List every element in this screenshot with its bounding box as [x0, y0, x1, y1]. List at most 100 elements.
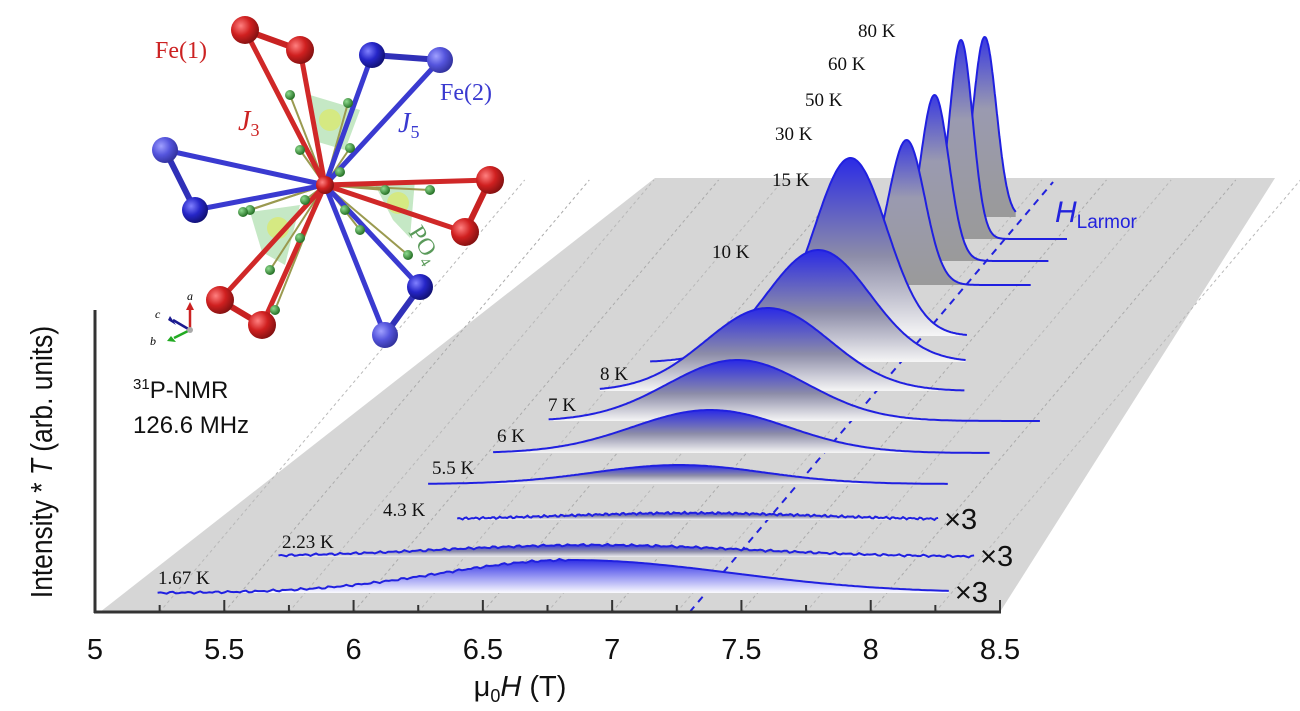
oxygen-atom — [238, 207, 248, 217]
oxygen-atom — [285, 90, 295, 100]
temperature-label: 60 K — [828, 54, 866, 75]
oxygen-atom — [345, 143, 355, 153]
scale-factor-label: ×3 — [980, 541, 1013, 573]
trace-fill — [907, 37, 1016, 217]
oxygen-atom — [425, 185, 435, 195]
grid-line — [741, 179, 1107, 613]
crystal-axes-icon: a c b — [150, 289, 194, 348]
fe1-atom — [248, 311, 276, 339]
larmor-dashed-line — [688, 181, 1054, 613]
temperature-label: 2.23 K — [282, 532, 334, 553]
grid-line — [870, 179, 1237, 613]
x-tick-label: 6.5 — [463, 634, 503, 666]
grid-line — [934, 179, 1300, 613]
temperature-label: 15 K — [772, 170, 810, 191]
oxygen-atom — [300, 195, 310, 205]
phosphorus-atom — [319, 109, 341, 131]
fe1-atom — [476, 166, 504, 194]
j3-label: J3 — [238, 106, 259, 140]
temperature-label: 7 K — [548, 395, 576, 416]
temperature-label: 6 K — [497, 426, 525, 447]
bond — [269, 184, 326, 271]
fe2-label: Fe(2) — [440, 80, 492, 106]
fe1-atom — [286, 36, 314, 64]
x-tick-label: 5 — [87, 634, 103, 666]
oxygen-atom — [265, 265, 275, 275]
central-fe1-atom — [316, 176, 334, 194]
svg-text:a: a — [187, 289, 193, 303]
svg-text:c: c — [155, 307, 161, 321]
j5-exchange-path — [323, 183, 422, 289]
nucleus-annotation: 31P-NMR — [133, 376, 228, 404]
trace-fill — [457, 511, 939, 520]
j3-exchange-path — [324, 182, 466, 235]
trace-fill — [599, 308, 965, 391]
trace-line — [428, 464, 948, 485]
x-axis-label: μ0H (T) — [474, 671, 567, 706]
fe2-atom — [372, 322, 398, 348]
svg-text:b: b — [150, 334, 156, 348]
trace-line — [456, 510, 939, 522]
oxygen-atom — [295, 233, 305, 243]
temperature-label: 30 K — [775, 124, 813, 145]
grid-line — [676, 179, 1043, 613]
frequency-annotation: 126.6 MHz — [133, 412, 249, 439]
x-tick-label: 7.5 — [721, 634, 761, 666]
j3-exchange-path — [242, 28, 328, 187]
j5-exchange-path — [322, 184, 388, 336]
temperature-label: 5.5 K — [432, 458, 475, 479]
fe2-atom — [182, 197, 208, 223]
oxygen-atom — [355, 225, 365, 235]
fe2-atom — [427, 47, 453, 73]
fe2-atom — [359, 42, 385, 68]
oxygen-atom — [270, 305, 280, 315]
fe2-atom — [152, 137, 178, 163]
trace-fill — [831, 95, 1049, 261]
fe1-atom — [451, 218, 479, 246]
temperature-label: 8 K — [600, 364, 628, 385]
x-tick-label: 8.5 — [980, 634, 1020, 666]
grid-line — [288, 179, 655, 613]
trace-line — [278, 542, 975, 559]
j5-exchange-path — [323, 58, 442, 187]
fe2-atom — [407, 274, 433, 300]
j5-exchange-path — [194, 182, 326, 213]
j3-exchange-path — [297, 49, 328, 186]
x-tick-label: 5.5 — [204, 634, 244, 666]
oxygen-atom — [380, 185, 390, 195]
fe1-atom — [206, 286, 234, 314]
temperature-label: 10 K — [712, 242, 750, 263]
grid-line — [353, 179, 719, 613]
trace-line — [157, 557, 949, 595]
j5-exchange-path — [164, 147, 326, 188]
oxygen-atom — [403, 250, 413, 260]
grid-line — [805, 179, 1172, 613]
grid-line — [417, 179, 784, 613]
oxygen-atom — [295, 145, 305, 155]
trace-fill — [710, 158, 967, 336]
temperature-label: 4.3 K — [383, 500, 426, 521]
trace-fill — [875, 40, 1067, 239]
y-axis-label: Intensity * T (arb. units) — [25, 326, 59, 598]
x-tick-label: 7 — [604, 634, 620, 666]
grid-line — [223, 179, 590, 613]
trace-line — [493, 409, 990, 454]
trace-labels: 80 K 60 K 50 K 30 K 15 K 10 K 8 K 7 K 6 K 5.5 K 4.… — [158, 21, 1013, 609]
trace-fill — [548, 360, 1040, 421]
temperature-label: 50 K — [805, 90, 843, 111]
x-ticks: 5 5.5 6 6.5 7 7.5 8 8.5 — [87, 600, 1020, 666]
trace-fill — [785, 140, 1031, 285]
j3-exchange-path — [259, 183, 328, 327]
trace-line — [599, 307, 965, 392]
scale-factor-label: ×3 — [955, 577, 988, 609]
grid-line — [159, 179, 526, 613]
trace-fill — [493, 410, 990, 453]
x-tick-label: 8 — [863, 634, 879, 666]
oxygen-atom — [343, 98, 353, 108]
trace-fill — [278, 543, 975, 558]
x-tick-label: 6 — [346, 634, 362, 666]
temperature-label: 1.67 K — [158, 568, 210, 589]
j3-exchange-path — [324, 177, 491, 188]
j5-exchange-path — [322, 54, 375, 186]
